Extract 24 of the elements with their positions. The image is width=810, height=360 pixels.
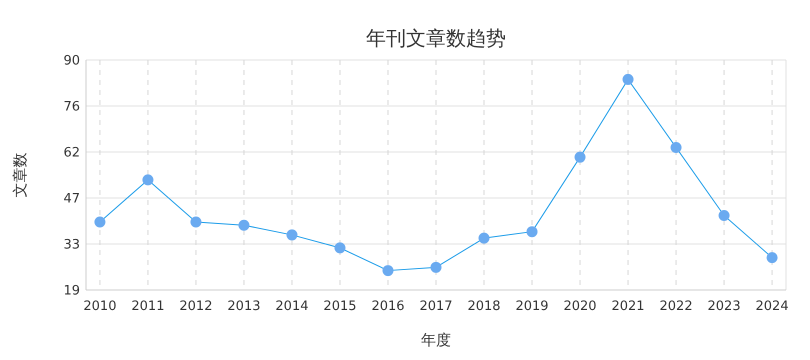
x-tick-label: 2014 [275, 299, 309, 314]
y-tick-label: 47 [63, 192, 80, 207]
chart-title: 年刊文章数趋势 [366, 26, 506, 50]
x-axis-title: 年度 [421, 331, 451, 349]
x-tick-label: 2017 [419, 299, 453, 314]
x-tick-label: 2012 [179, 299, 212, 314]
y-tick-label: 62 [63, 146, 80, 161]
x-tick-label: 2023 [708, 299, 741, 314]
x-tick-label: 2021 [611, 299, 645, 314]
x-tick-label: 2011 [131, 299, 164, 314]
x-tick-label: 2022 [660, 299, 693, 314]
x-tick-label: 2016 [371, 299, 405, 314]
x-tick-label: 2010 [83, 299, 116, 314]
x-tick-label: 2018 [467, 299, 501, 314]
x-tick-label: 2024 [756, 299, 789, 314]
x-tick-label: 2019 [515, 299, 549, 314]
y-tick-label: 90 [63, 54, 80, 69]
x-tick-label: 2013 [227, 299, 261, 314]
y-tick-label: 19 [63, 284, 80, 299]
x-tick-label: 2020 [563, 299, 597, 314]
y-tick-label: 76 [63, 100, 80, 115]
y-tick-label: 33 [63, 238, 80, 253]
y-axis-title: 文章数 [11, 152, 29, 198]
x-tick-label: 2015 [323, 299, 357, 314]
